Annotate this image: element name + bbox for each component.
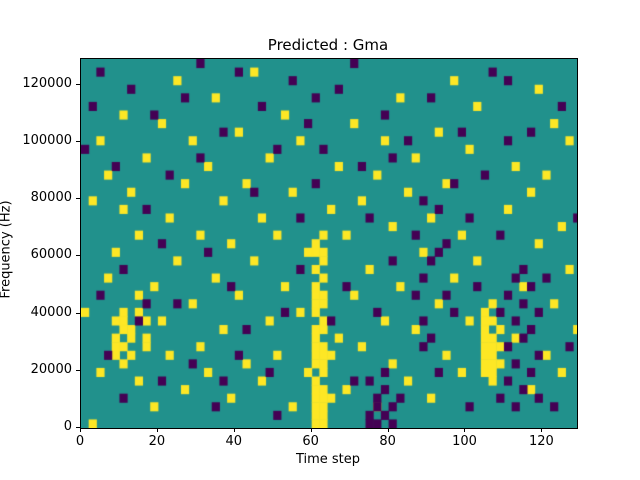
y-tick (76, 312, 80, 314)
y-tick (76, 255, 80, 257)
x-axis-label: Time step (295, 452, 361, 467)
x-tick (233, 428, 235, 432)
y-tick-label: 80000 (30, 190, 72, 206)
x-tick (387, 428, 389, 432)
y-tick-label: 40000 (30, 304, 72, 320)
y-axis-label: Frequency (Hz) (0, 200, 14, 299)
y-tick-label: 100000 (22, 132, 72, 148)
y-tick-label: 60000 (30, 247, 72, 263)
x-tick (156, 428, 158, 432)
y-tick (76, 369, 80, 371)
x-tick (80, 428, 81, 432)
y-tick (76, 140, 80, 142)
y-tick (76, 427, 80, 428)
x-tick-label: 80 (379, 434, 396, 449)
y-tick (76, 198, 80, 200)
y-tick-label: 0 (63, 419, 72, 434)
x-tick-label: 20 (148, 434, 166, 449)
y-tick-label: 20000 (30, 361, 72, 377)
x-tick (464, 428, 466, 432)
x-tick-label: 60 (302, 434, 319, 449)
heatmap-plot-area (80, 58, 578, 429)
y-tick (76, 83, 80, 85)
x-tick-label: 100 (452, 434, 477, 449)
x-tick-label: 0 (75, 434, 85, 449)
x-tick (541, 428, 543, 432)
x-tick-label: 40 (225, 434, 243, 449)
x-tick-label: 120 (528, 434, 554, 449)
y-tick-label: 120000 (22, 75, 72, 91)
heatmap-canvas (81, 59, 577, 428)
x-tick (310, 428, 312, 432)
chart-title: Predicted : Gma (267, 36, 389, 54)
